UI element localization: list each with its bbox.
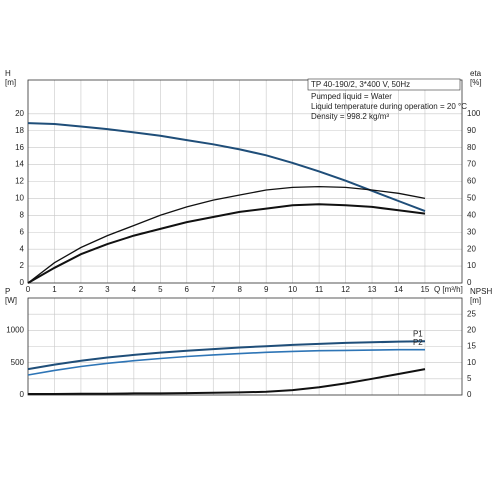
y2-tick-label: 30 [467, 227, 476, 236]
y2-axis-label: eta [470, 69, 482, 78]
x-tick-label: 4 [132, 285, 137, 294]
chart-title: TP 40-190/2, 3*400 V, 50Hz [311, 80, 410, 89]
y-tick-label: 8 [20, 210, 25, 219]
y2-tick-label: 5 [467, 374, 472, 383]
y-tick-label: 18 [15, 126, 24, 135]
x-tick-label: 8 [237, 285, 242, 294]
y2-tick-label: 90 [467, 126, 476, 135]
x-tick-label: 9 [264, 285, 269, 294]
annotation: Pumped liquid = Water [311, 92, 392, 101]
y2-tick-label: 50 [467, 194, 476, 203]
curve [27, 122, 426, 213]
y2-tick-label: 25 [467, 309, 476, 318]
y-tick-label: 6 [20, 227, 25, 236]
series-label: P2 [413, 338, 423, 347]
series-label: P1 [413, 329, 423, 338]
x-tick-label: 1 [52, 285, 57, 294]
y-tick-label: 10 [15, 194, 24, 203]
x-tick-label: 13 [368, 285, 377, 294]
y2-tick-label: 15 [467, 342, 476, 351]
plot-frame [27, 79, 463, 284]
curve [27, 348, 425, 376]
y-tick-label: 12 [15, 177, 24, 186]
y2-axis-label: [m] [470, 296, 481, 305]
curve [27, 203, 426, 284]
y-tick-label: 4 [20, 244, 25, 253]
x-tick-label: 12 [341, 285, 350, 294]
x-axis-label: Q [m³/h] [434, 285, 463, 294]
y-tick-label: 0 [20, 278, 25, 287]
y-axis-label: P [5, 287, 10, 296]
y-tick-label: 0 [20, 390, 25, 399]
x-tick-label: 6 [185, 285, 190, 294]
y2-tick-label: 0 [467, 390, 472, 399]
x-tick-label: 5 [158, 285, 163, 294]
y2-tick-label: 80 [467, 143, 476, 152]
x-tick-label: 15 [420, 285, 429, 294]
curve [28, 368, 426, 395]
plot-frame [27, 297, 463, 396]
y2-tick-label: 0 [467, 278, 472, 287]
y2-tick-label: 100 [467, 109, 481, 118]
y2-axis-label: NPSH [470, 287, 492, 296]
y-axis-label: [W] [5, 296, 17, 305]
y-tick-label: 2 [20, 261, 25, 270]
y-tick-label: 1000 [6, 325, 24, 334]
y-tick-label: 16 [15, 143, 24, 152]
x-tick-label: 11 [315, 285, 324, 294]
x-tick-label: 3 [105, 285, 110, 294]
y2-tick-label: 70 [467, 160, 476, 169]
x-tick-label: 0 [26, 285, 31, 294]
x-tick-label: 14 [394, 285, 403, 294]
y2-tick-label: 20 [467, 325, 476, 334]
title-box [307, 78, 461, 91]
y2-axis-label: [%] [470, 78, 482, 87]
y-tick-label: 14 [15, 160, 24, 169]
curve [27, 185, 426, 284]
y-axis-label: [m] [5, 78, 16, 87]
x-tick-label: 7 [211, 285, 216, 294]
y-tick-label: 20 [15, 109, 24, 118]
y-axis-label: H [5, 69, 11, 78]
y2-tick-label: 10 [467, 261, 476, 270]
y2-tick-label: 40 [467, 210, 476, 219]
y2-tick-label: 20 [467, 244, 476, 253]
y2-tick-label: 60 [467, 177, 476, 186]
x-tick-label: 2 [79, 285, 84, 294]
y-tick-label: 500 [11, 358, 25, 367]
annotation: Density = 998.2 kg/m³ [311, 112, 389, 121]
x-tick-label: 10 [288, 285, 297, 294]
annotation: Liquid temperature during operation = 20… [311, 102, 467, 111]
y2-tick-label: 10 [467, 358, 476, 367]
curve [27, 340, 426, 371]
